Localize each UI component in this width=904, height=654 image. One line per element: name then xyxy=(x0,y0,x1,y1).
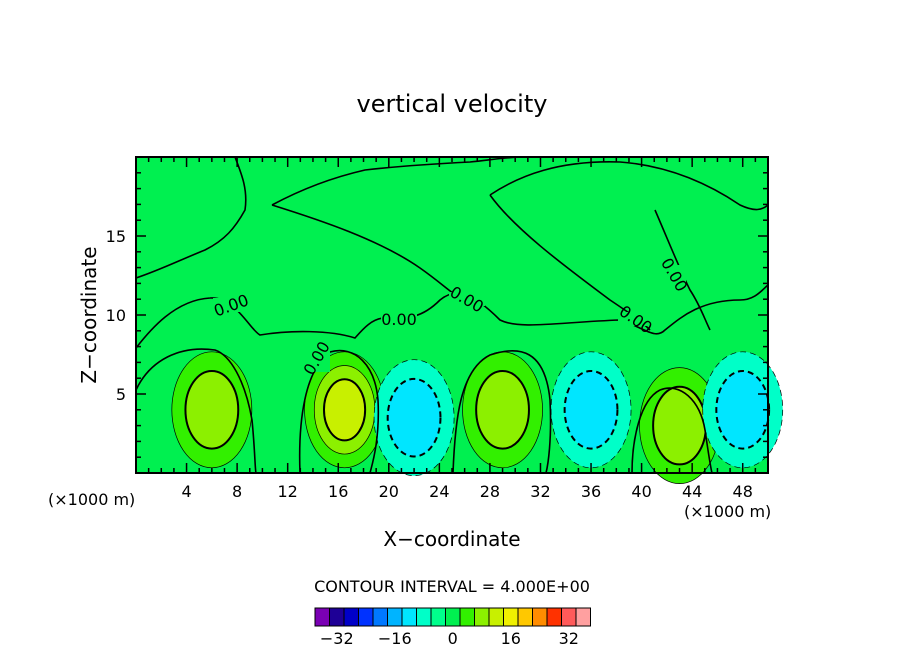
colorbar-swatch xyxy=(445,607,461,627)
x-tick-label: 44 xyxy=(682,482,702,501)
colorbar-swatch xyxy=(358,607,374,627)
x-tick-label: 12 xyxy=(278,482,298,501)
x-tick-label: 40 xyxy=(631,482,651,501)
colorbar xyxy=(314,607,591,627)
zero-contour-line xyxy=(489,161,769,211)
x-unit-left: (×1000 m) xyxy=(48,490,135,509)
colorbar-swatch xyxy=(546,607,562,627)
colorbar-tick-labels: −32 −16 0 16 32 xyxy=(320,629,579,648)
zero-contour-line xyxy=(631,387,713,474)
x-tick-labels: 4 8 12 16 20 24 28 32 36 40 44 48 xyxy=(181,482,752,501)
plot-area xyxy=(135,156,784,484)
colorbar-tick-label: 32 xyxy=(559,629,579,648)
colorbar-swatch xyxy=(575,607,591,627)
contour-region xyxy=(184,370,240,450)
zero-contour-line xyxy=(654,209,711,331)
zero-contour-line xyxy=(298,349,380,474)
colorbar-tick-label: −32 xyxy=(320,629,354,648)
contour-region xyxy=(563,370,619,450)
x-tick-label: 8 xyxy=(232,482,242,501)
y-tick-labels: 5 10 15 xyxy=(106,227,126,404)
zero-contour-line xyxy=(452,349,552,474)
colorbar-tick-label: 0 xyxy=(448,629,458,648)
zero-contour-line xyxy=(135,348,257,474)
colorbar-swatch xyxy=(343,607,359,627)
y-tick-label: 15 xyxy=(106,227,126,246)
contour-region xyxy=(322,378,367,442)
contour-label: 0.00 xyxy=(381,310,417,329)
colorbar-tick-label: −16 xyxy=(378,629,412,648)
x-tick-label: 28 xyxy=(480,482,500,501)
x-tick-label: 24 xyxy=(429,482,449,501)
colorbar-swatch xyxy=(430,607,446,627)
x-tick-label: 48 xyxy=(733,482,753,501)
x-tick-label: 4 xyxy=(181,482,191,501)
contour-region xyxy=(652,385,707,466)
contour-interval-text: CONTOUR INTERVAL = 4.000E+00 xyxy=(314,577,590,596)
colorbar-tick-label: 16 xyxy=(501,629,521,648)
colorbar-swatch xyxy=(387,607,403,627)
colorbar-swatch xyxy=(314,607,330,627)
x-tick-label: 16 xyxy=(328,482,348,501)
x-tick-label: 36 xyxy=(581,482,601,501)
colorbar-swatch xyxy=(517,607,533,627)
x-tick-label: 20 xyxy=(379,482,399,501)
zero-contour-line xyxy=(135,284,769,349)
contour-region xyxy=(475,370,530,450)
chart-title: vertical velocity xyxy=(357,90,548,118)
colorbar-swatch xyxy=(474,607,490,627)
colorbar-swatch xyxy=(416,607,432,627)
contour-region xyxy=(386,377,442,458)
zero-contour-line xyxy=(271,204,461,299)
colorbar-swatch xyxy=(488,607,504,627)
contour-labels: 0.00 0.00 0.00 0.00 0.00 0.00 xyxy=(211,255,691,379)
zero-contour-line xyxy=(135,156,247,279)
colorbar-swatch xyxy=(561,607,577,627)
colorbar-swatch xyxy=(503,607,519,627)
colorbar-swatch xyxy=(459,607,475,627)
y-axis-label: Z−coordinate xyxy=(77,246,101,383)
colorbar-swatch xyxy=(329,607,345,627)
y-tick-label: 5 xyxy=(116,385,126,404)
colorbar-swatch xyxy=(372,607,388,627)
colorbar-swatch xyxy=(401,607,417,627)
plot-frame xyxy=(135,156,769,474)
x-unit-right: (×1000 m) xyxy=(684,502,771,521)
y-tick-label: 10 xyxy=(106,306,126,325)
contour-region xyxy=(715,370,771,450)
x-tick-label: 32 xyxy=(530,482,550,501)
x-axis-label: X−coordinate xyxy=(383,527,520,551)
colorbar-swatch xyxy=(532,607,548,627)
